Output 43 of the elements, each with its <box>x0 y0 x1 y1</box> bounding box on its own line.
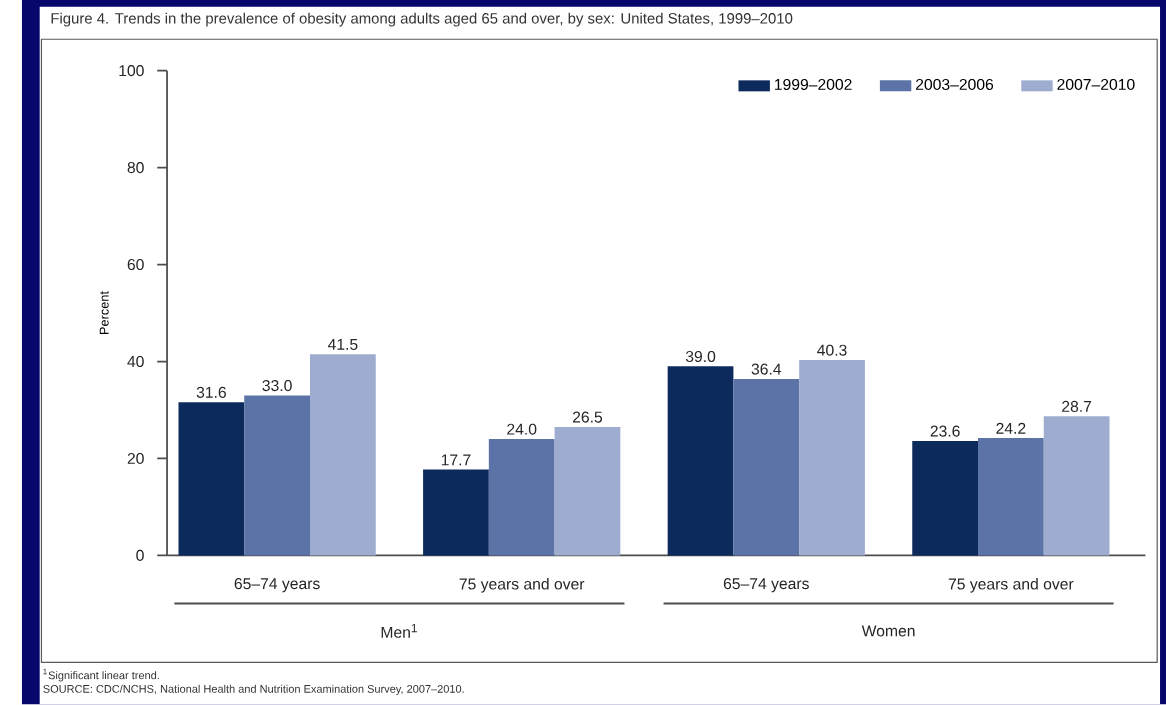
y-tick-label: 60 <box>127 259 144 271</box>
x-tick-label: 65–74 years <box>723 578 809 593</box>
bar <box>554 427 621 556</box>
data-label: 41.5 <box>327 339 358 351</box>
source-note: SOURCE: CDC/NCHS, National Health and Nutrition Examination Survey, 2007–2010. <box>43 684 464 696</box>
bar <box>309 354 376 556</box>
data-label: 33.0 <box>262 380 292 392</box>
data-label: 31.6 <box>196 387 226 399</box>
legend-label: 2003–2006 <box>916 79 994 91</box>
text: $^{1}$Significant linear trend. <box>43 669 159 682</box>
bar <box>488 439 555 556</box>
y-axis-title: Percent <box>99 291 109 335</box>
x-tick-label: 75 years and over <box>459 578 585 593</box>
x-tick-label: 75 years and over <box>948 578 1074 593</box>
bar <box>912 441 978 556</box>
data-label: 40.3 <box>817 344 847 356</box>
chart-title: Figure 4. Trends in the prevalence of obesity among adults aged 65 and over, by sex: United States, 1999–2010 <box>51 12 793 27</box>
bar <box>423 469 489 556</box>
text: Men$^{1}$ <box>381 624 417 639</box>
y-tick-label: 100 <box>119 65 144 77</box>
bar <box>178 402 245 556</box>
data-label: 39.0 <box>685 351 716 363</box>
legend-label: 2007–2010 <box>1057 79 1135 91</box>
bar <box>799 360 865 556</box>
bar <box>1043 416 1110 556</box>
bar <box>244 395 310 556</box>
x-tick-label: 65–74 years <box>234 578 320 593</box>
bar <box>978 438 1044 556</box>
y-tick-label: 80 <box>127 162 144 174</box>
bar <box>733 379 800 556</box>
data-label: 26.5 <box>572 411 603 423</box>
y-tick-label: 20 <box>127 453 144 465</box>
legend-label: 1999–2002 <box>775 79 852 91</box>
data-label: 23.6 <box>930 425 960 437</box>
data-label: 28.7 <box>1062 401 1092 413</box>
data-label: 36.4 <box>751 363 782 375</box>
y-tick-label: 0 <box>136 550 144 562</box>
y-tick-label: 40 <box>127 356 144 368</box>
data-label: 24.2 <box>996 423 1026 435</box>
text: Women <box>861 625 915 637</box>
bar <box>667 366 734 556</box>
data-label: 17.7 <box>441 454 471 466</box>
data-label: 24.0 <box>507 423 537 435</box>
